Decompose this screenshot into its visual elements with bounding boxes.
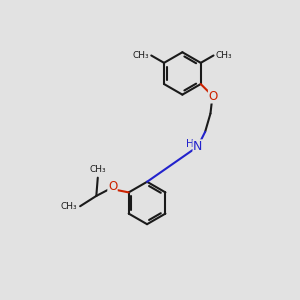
Text: O: O — [108, 180, 117, 193]
Text: CH₃: CH₃ — [61, 202, 77, 211]
Text: CH₃: CH₃ — [132, 51, 149, 60]
Text: O: O — [208, 90, 218, 103]
Text: CH₃: CH₃ — [216, 51, 232, 60]
Text: N: N — [193, 140, 203, 153]
Text: H: H — [186, 139, 194, 148]
Text: CH₃: CH₃ — [89, 165, 106, 174]
